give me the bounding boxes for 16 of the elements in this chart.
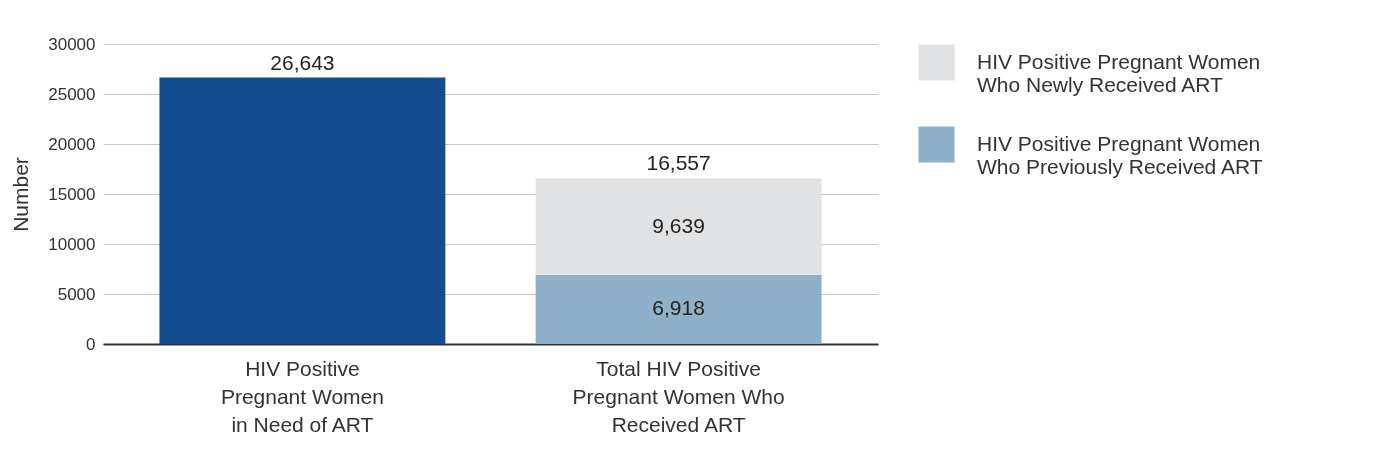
total-label: 26,643 xyxy=(270,50,335,74)
legend-label: HIV Positive Pregnant Women Who Previously Received ART xyxy=(977,131,1263,178)
y-tick-label: 0 xyxy=(86,334,96,354)
x-tick-label: Total HIV Positive Pregnant Women Who Received ART xyxy=(572,356,785,436)
y-tick-label: 25000 xyxy=(48,84,96,104)
data-label: 6,918 xyxy=(652,296,705,320)
legend-label: HIV Positive Pregnant Women Who Newly Received ART xyxy=(977,49,1261,96)
data-label: 9,639 xyxy=(652,213,705,237)
y-tick-label: 15000 xyxy=(48,184,96,204)
y-tick-label: 5000 xyxy=(57,284,96,304)
y-tick-label: 10000 xyxy=(48,234,96,254)
y-tick-label: 20000 xyxy=(48,134,96,154)
y-tick-label: 30000 xyxy=(48,34,96,54)
y-axis-title: Number xyxy=(9,157,33,232)
x-tick-label: HIV Positive Pregnant Women in Need of ART xyxy=(220,356,384,436)
total-label: 16,557 xyxy=(646,151,711,175)
